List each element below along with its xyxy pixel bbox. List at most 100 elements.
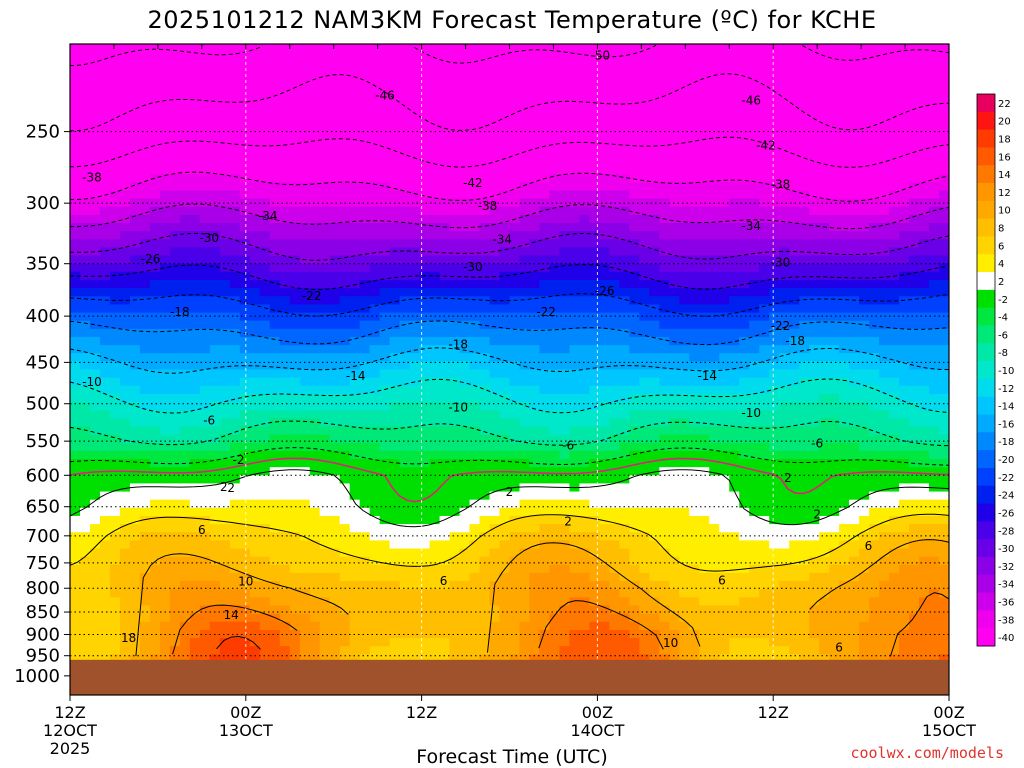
legend-tick-label: -28 [998,526,1014,537]
ground-fill [70,659,949,695]
y-tick-label: 500 [26,394,60,415]
contour-label: 6 [198,523,206,537]
ground-layer [70,659,949,695]
x-tick-label: 12Z [406,703,437,722]
legend-swatch [977,378,995,398]
contour-line--34 [70,203,949,230]
legend-tick-label: 18 [998,135,1011,146]
contour-line-14 [172,592,949,657]
contour-line--6 [70,420,949,447]
legend-tick-label: -24 [998,491,1014,502]
legend-swatch [977,325,995,344]
contour-label: -14 [697,369,717,383]
y-tick-label: 550 [26,431,60,452]
legend-tick-label: 4 [998,259,1004,270]
legend-tick-label: -20 [998,455,1014,466]
contour-label: -18 [785,334,805,348]
legend-tick-label: 12 [998,188,1011,199]
legend-tick-label: 8 [998,224,1004,235]
y-tick-label: 850 [26,602,60,623]
contour-label: -30 [771,256,791,270]
contour-label: -26 [595,284,615,298]
contour-label: -22 [302,289,322,303]
y-tick-label: 1000 [14,666,60,687]
contour-line--50 [70,44,949,66]
x-tick-label: 00Z [582,703,613,722]
contour-label: -6 [811,436,823,450]
legend-frame [976,93,996,647]
legend-tick-label: 6 [998,241,1004,252]
legend-tick-label: 20 [998,117,1011,128]
legend-swatch [977,111,995,131]
contour-line-18 [216,635,261,650]
contour-label: 2 [784,471,792,485]
contour-line--18 [70,320,949,346]
legend-swatch [977,414,995,433]
contour-label: 18 [121,631,136,645]
contour-layer [70,44,949,657]
legend-swatch [977,574,995,594]
legend-tick-label: -32 [998,562,1014,573]
legend-tick-label: -40 [998,633,1014,644]
legend-swatch [977,503,995,522]
contour-label: 14 [224,608,239,622]
contour-line--42 [70,136,949,168]
x-tick-label: 12Z [758,703,789,722]
legend-tick-label: -8 [998,348,1008,359]
contour-line--46 [70,73,949,132]
legend-swatch [977,396,995,416]
grid-layer [70,44,949,695]
contour-label: -14 [346,369,366,383]
contour-label: -50 [591,49,611,63]
x-axis-title: Forecast Time (UTC) [416,746,608,768]
contour-line-2 [70,469,949,528]
contour-label: 2 [564,515,572,529]
legend-tick-label: -14 [998,402,1014,413]
x-tick-label: 14OCT [570,721,624,740]
legend-tick-label: -2 [998,295,1008,306]
x-tick-label: 13OCT [219,721,273,740]
y-tick-label: 900 [26,624,60,645]
y-tick-label: 800 [26,578,60,599]
legend-tick-label: -10 [998,366,1014,377]
contour-label: -42 [756,138,776,152]
legend-tick-label: 10 [998,206,1011,217]
x-tick-label: 12Z [54,703,85,722]
contour-label: -34 [492,232,512,246]
color-legend: 22 20 18 16 14 12 10 8 6 4 2 -2 -4 -6 -8 -10 -12 -14 -16 -1… [976,93,1014,647]
y-tick-label: 300 [26,193,60,214]
x-tick-label: 2025 [50,739,91,758]
chart-title: 2025101212 NAM3KM Forecast Temperature (… [147,6,877,34]
contour-label: -46 [741,94,761,108]
legend-swatch [977,450,995,469]
contour-label: 6 [440,574,448,588]
contour-line--14 [70,347,949,374]
y-tick-label: 950 [26,646,60,667]
legend-swatch [977,592,995,611]
legend-swatch [977,610,995,629]
legend-swatch [977,183,995,202]
contour-label: -38 [478,199,498,213]
contour-label: 6 [835,640,843,654]
contour-label: -46 [375,88,395,102]
contour-label-layer: -50 -46 -46 -42 -42 -38 -38 -38 -34 -34 -34 -30 -30 -… [82,49,872,655]
contour-label: -10 [448,401,468,415]
legend-swatch [977,94,995,113]
credit-text: coolwx.com/models [850,744,1004,762]
y-tick-label: 650 [26,497,60,518]
legend-tick-label: -36 [998,597,1014,608]
y-tick-label: 250 [26,122,60,143]
y-axis: 2503003504004505005506006507007508008509… [14,122,70,687]
legend-swatch [977,254,995,273]
contour-label: 10 [663,636,678,650]
legend-swatch [977,307,995,326]
contour-label: -18 [170,305,190,319]
contour-line--38 [70,171,949,202]
legend-swatch [977,272,995,291]
legend-swatch [977,200,995,220]
legend-swatch [977,218,995,237]
legend-tick-label: -30 [998,544,1014,555]
contour-label: 2 [506,485,514,499]
